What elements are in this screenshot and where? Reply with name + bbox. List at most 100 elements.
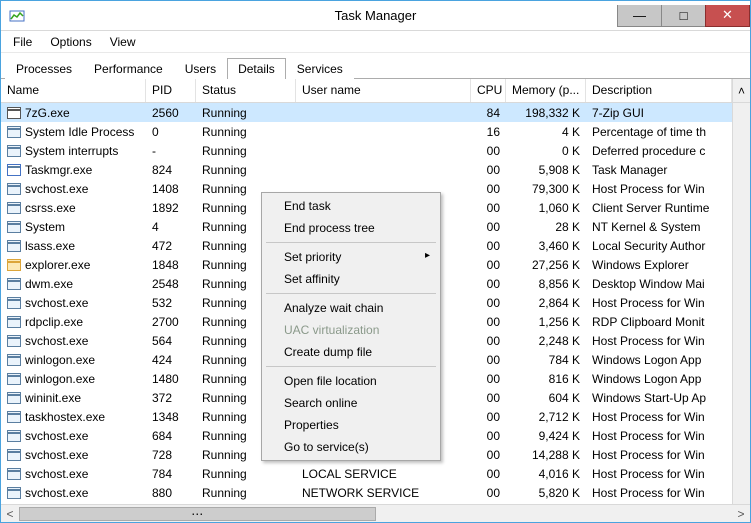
titlebar[interactable]: Task Manager — □ ✕ [1,1,750,31]
context-menu-item[interactable]: Open file location [264,370,438,392]
process-mem: 2,712 K [506,409,586,425]
process-icon [7,202,21,214]
menu-view[interactable]: View [102,33,144,51]
process-name: System interrupts [25,144,118,158]
menu-file[interactable]: File [5,33,40,51]
process-icon [7,335,21,347]
table-row[interactable]: System Idle Process0Running164 KPercenta… [1,122,732,141]
process-desc: Host Process for Win [586,485,732,501]
process-cpu: 00 [471,333,506,349]
process-desc: Host Process for Win [586,428,732,444]
table-row[interactable]: 7zG.exe2560Running84198,332 K7-Zip GUI [1,103,732,122]
process-icon [7,145,21,157]
context-menu-item[interactable]: Set priority▸ [264,246,438,268]
context-menu-item[interactable]: Properties [264,414,438,436]
process-pid: 824 [146,162,196,178]
process-cpu: 00 [471,219,506,235]
hscroll-track[interactable]: ⋯ [19,505,732,523]
context-menu-item[interactable]: End process tree [264,217,438,239]
table-row[interactable]: svchost.exe784RunningLOCAL SERVICE004,01… [1,464,732,483]
process-icon [7,164,21,176]
context-menu-separator [266,293,436,294]
process-pid: 1348 [146,409,196,425]
scroll-up-icon[interactable]: ˄ [732,79,750,102]
process-pid: 2560 [146,105,196,121]
col-pid[interactable]: PID [146,79,196,102]
process-cpu: 00 [471,162,506,178]
menu-options[interactable]: Options [42,33,99,51]
process-icon [7,373,21,385]
process-mem: 4 K [506,124,586,140]
process-desc: Host Process for Win [586,466,732,482]
process-pid: - [146,143,196,159]
col-name[interactable]: Name [1,79,146,102]
process-user [296,188,471,190]
context-menu-item[interactable]: Set affinity [264,268,438,290]
horizontal-scrollbar[interactable]: < ⋯ > [1,504,750,522]
process-mem: 0 K [506,143,586,159]
process-icon [7,316,21,328]
col-cpu[interactable]: CPU [471,79,506,102]
context-menu-item[interactable]: Go to service(s) [264,436,438,458]
process-name: Taskmgr.exe [25,163,92,177]
process-mem: 784 K [506,352,586,368]
col-mem[interactable]: Memory (p... [506,79,586,102]
process-desc: RDP Clipboard Monit [586,314,732,330]
context-menu-item[interactable]: Analyze wait chain [264,297,438,319]
process-desc: Host Process for Win [586,333,732,349]
vertical-scrollbar[interactable] [732,103,750,504]
process-icon [7,487,21,499]
process-status: Running [196,143,296,159]
context-menu-item[interactable]: Search online [264,392,438,414]
hscroll-thumb[interactable]: ⋯ [19,507,376,521]
process-pid: 728 [146,447,196,463]
process-desc: Windows Logon App [586,352,732,368]
process-cpu: 00 [471,295,506,311]
process-name: rdpclip.exe [25,315,83,329]
process-status: Running [196,466,296,482]
process-cpu: 00 [471,276,506,292]
process-status: Running [196,105,296,121]
process-mem: 1,060 K [506,200,586,216]
tab-services[interactable]: Services [286,58,354,79]
table-row[interactable]: svchost.exe880RunningNETWORK SERVICE005,… [1,483,732,502]
col-status[interactable]: Status [196,79,296,102]
process-mem: 1,256 K [506,314,586,330]
col-user[interactable]: User name [296,79,471,102]
minimize-button[interactable]: — [617,5,662,27]
context-menu-item[interactable]: Create dump file [264,341,438,363]
process-name: lsass.exe [25,239,75,253]
process-pid: 4 [146,219,196,235]
process-desc: Windows Logon App [586,371,732,387]
tab-processes[interactable]: Processes [5,58,83,79]
process-desc: Client Server Runtime [586,200,732,216]
process-desc: Host Process for Win [586,447,732,463]
scroll-right-icon[interactable]: > [732,505,750,523]
tab-details[interactable]: Details [227,58,286,79]
process-icon [7,259,21,271]
tab-performance[interactable]: Performance [83,58,174,79]
process-cpu: 00 [471,428,506,444]
scroll-left-icon[interactable]: < [1,505,19,523]
process-pid: 372 [146,390,196,406]
process-user [296,150,471,152]
menubar: File Options View [1,31,750,53]
table-row[interactable]: System interrupts-Running000 KDeferred p… [1,141,732,160]
maximize-button[interactable]: □ [661,5,706,27]
process-cpu: 84 [471,105,506,121]
submenu-arrow-icon: ▸ [425,250,430,261]
table-row[interactable]: Taskmgr.exe824Running005,908 KTask Manag… [1,160,732,179]
process-icon [7,297,21,309]
process-status: Running [196,162,296,178]
process-mem: 27,256 K [506,257,586,273]
col-desc[interactable]: Description [586,79,732,102]
context-menu: End taskEnd process tree Set priority▸Set… [261,192,441,461]
tab-users[interactable]: Users [174,58,227,79]
process-pid: 684 [146,428,196,444]
close-button[interactable]: ✕ [705,5,750,27]
context-menu-item[interactable]: End task [264,195,438,217]
process-name: taskhostex.exe [25,410,105,424]
process-name: svchost.exe [25,429,88,443]
process-desc: Desktop Window Mai [586,276,732,292]
process-cpu: 00 [471,390,506,406]
